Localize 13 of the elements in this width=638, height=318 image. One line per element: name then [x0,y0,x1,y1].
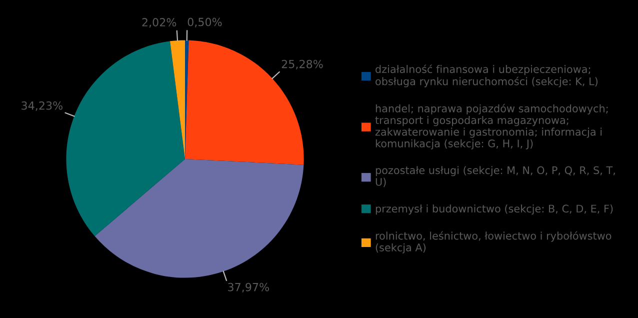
data-label: 0,50% [188,18,222,28]
data-label: 37,97% [228,282,269,292]
legend-label: przemysł i budownictwo (sekcje: B, C, D, E, F) [376,204,613,215]
legend-label: pozostałe usługi (sekcje: M, N, O, P, Q, R, S, T, U) [376,166,615,188]
pie-slice [170,40,186,159]
pie-slice [66,41,186,236]
legend-label: działalność finansowa i ubezpieczeniowa; obsługa rynku nieruchomości (sekcje: K, L) [376,64,598,88]
data-label: 25,28% [282,60,323,70]
legend-label: handel; naprawa pojazdów samochodowych; transport i gospodarka magazynowa; zakwaterowanie i gastronomia; informacja i komunikacja (sekcje: G, H, I, J) [375,104,608,150]
data-label: 2,02% [142,18,176,28]
pie-slice [94,159,304,278]
legend-label: rolnictwo, leśnictwo, łowiectwo i rybołówstwo (sekcja A) [376,231,612,254]
data-label: 34,23% [22,101,62,111]
